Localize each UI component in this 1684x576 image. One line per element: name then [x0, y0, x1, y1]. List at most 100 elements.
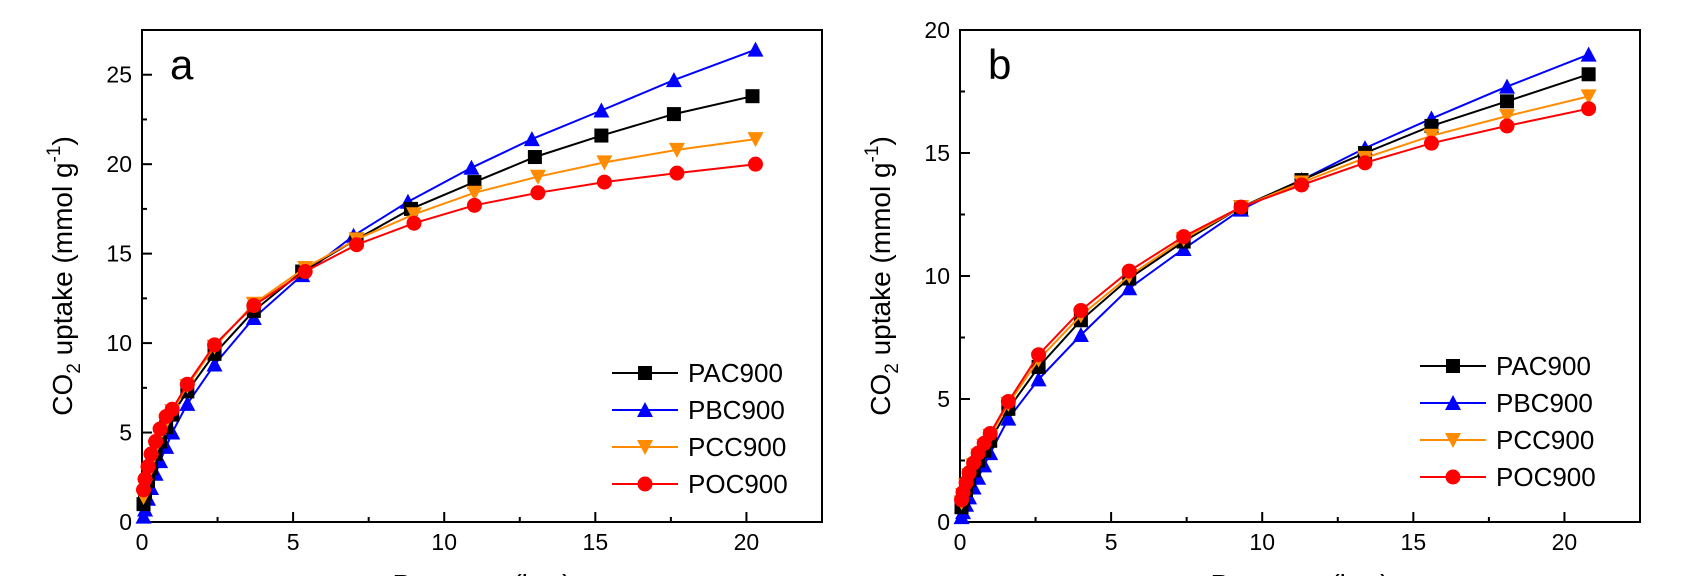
data-point	[1580, 89, 1597, 105]
data-point	[747, 41, 764, 57]
data-point	[529, 169, 546, 185]
chart-panel-b: 0 5 10 15 20 0 5 10 15 20 CO2 uptake (mmol g-1) Pre…	[862, 17, 1641, 576]
y-axis-label-end: )	[865, 136, 896, 145]
data-point	[207, 337, 223, 353]
data-point	[349, 237, 365, 253]
legend-marker	[637, 402, 653, 417]
data-point	[527, 150, 542, 165]
series-POC900	[136, 156, 764, 498]
legend-label: PCC900	[1496, 425, 1594, 455]
data-point	[745, 89, 760, 104]
data-point	[148, 433, 164, 449]
data-point	[665, 72, 682, 88]
y-axis-label-end: )	[47, 136, 78, 145]
x-axis-label: Pressure (bar)	[1211, 569, 1390, 576]
data-point	[1357, 155, 1373, 171]
y-tick-label: 5	[937, 386, 950, 412]
y-axis-label-superscript: -1	[862, 146, 883, 163]
data-point	[1233, 199, 1249, 215]
legend-marker	[1445, 395, 1461, 410]
legend-label: PBC900	[1496, 388, 1593, 418]
x-tick-label: 5	[287, 529, 300, 555]
data-point	[1121, 280, 1138, 296]
y-axis-label-subscript: 2	[882, 363, 903, 374]
data-point	[530, 185, 546, 201]
x-tick-label: 10	[1249, 529, 1275, 555]
y-axis-label: CO2 uptake (mmol g-1)	[862, 136, 903, 416]
x-tick-label: 0	[136, 529, 149, 555]
data-point	[1073, 302, 1089, 318]
data-point	[406, 215, 422, 231]
x-tick-label: 15	[583, 529, 609, 555]
data-point	[1499, 118, 1515, 134]
y-axis-label-main: CO	[865, 374, 896, 416]
data-point	[1294, 177, 1310, 193]
data-point	[463, 159, 480, 175]
legend-label: PCC900	[688, 432, 786, 462]
y-tick-label: 0	[119, 509, 132, 535]
y-tick-label: 15	[924, 140, 950, 166]
data-point	[593, 102, 610, 118]
y-tick-label: 15	[106, 241, 132, 267]
legend: PAC900 PBC900 PCC900 POC900	[612, 358, 788, 499]
x-tick-label: 5	[1105, 529, 1118, 555]
y-tick-label: 20	[924, 17, 950, 43]
legend-marker	[637, 476, 653, 492]
y-tick-label: 20	[106, 151, 132, 177]
x-tick-label: 20	[734, 529, 760, 555]
data-point	[140, 459, 156, 475]
data-point	[467, 175, 482, 190]
data-point	[1030, 371, 1047, 387]
data-point	[1580, 46, 1597, 62]
data-point	[164, 401, 180, 417]
data-point	[297, 264, 313, 280]
panel-label: a	[170, 41, 194, 88]
legend-marker	[1445, 433, 1461, 448]
data-point	[666, 107, 681, 122]
legend-label: PAC900	[1496, 351, 1591, 381]
data-point	[143, 446, 159, 462]
y-axis-label-rest: uptake (mmol g	[47, 162, 78, 363]
data-point	[1000, 393, 1016, 409]
y-tick-label: 25	[106, 62, 132, 88]
x-tick-label: 0	[954, 529, 967, 555]
data-point	[596, 174, 612, 190]
x-tick-label: 15	[1401, 529, 1427, 555]
y-tick-label: 5	[119, 420, 132, 446]
legend-label: PAC900	[688, 358, 783, 388]
x-tick-label: 10	[431, 529, 457, 555]
data-point	[179, 395, 196, 411]
data-point	[594, 128, 609, 143]
y-tick-label: 0	[937, 509, 950, 535]
data-point	[523, 131, 540, 147]
legend-marker	[637, 440, 653, 455]
legend-marker	[1446, 359, 1460, 373]
series-POC900	[954, 101, 1597, 508]
y-tick-label: 10	[924, 263, 950, 289]
data-point	[669, 165, 685, 181]
data-point	[1581, 67, 1596, 82]
data-point	[466, 185, 483, 201]
data-point	[1072, 327, 1089, 343]
data-point	[1423, 135, 1439, 151]
data-point	[1176, 229, 1192, 245]
y-axis-label-subscript: 2	[64, 363, 85, 374]
data-point	[406, 207, 422, 223]
data-point	[1499, 78, 1516, 94]
plot-frame	[141, 29, 823, 523]
chart-panel-a: 0 5 10 15 20 0 5 10 15 20 25 CO2 uptake (mmol g-1) P…	[44, 29, 823, 576]
legend-label: PBC900	[688, 395, 785, 425]
data-point	[748, 156, 764, 172]
data-point	[1121, 263, 1137, 279]
data-point	[466, 197, 482, 213]
legend: PAC900 PBC900 PCC900 POC900	[1420, 351, 1596, 492]
data-point	[1031, 347, 1047, 363]
y-axis-label-superscript: -1	[44, 146, 65, 163]
data-point	[747, 132, 764, 148]
x-tick-label: 20	[1552, 529, 1578, 555]
data-point	[1000, 410, 1017, 426]
data-point	[206, 356, 223, 372]
data-point	[668, 142, 685, 158]
